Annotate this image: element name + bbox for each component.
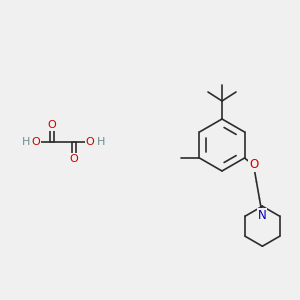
Text: H: H — [22, 137, 30, 147]
Text: O: O — [249, 158, 258, 172]
Text: O: O — [85, 137, 94, 147]
Text: H: H — [97, 137, 105, 147]
Text: O: O — [70, 154, 78, 164]
Text: O: O — [48, 120, 56, 130]
Text: N: N — [258, 209, 267, 222]
Text: O: O — [32, 137, 40, 147]
